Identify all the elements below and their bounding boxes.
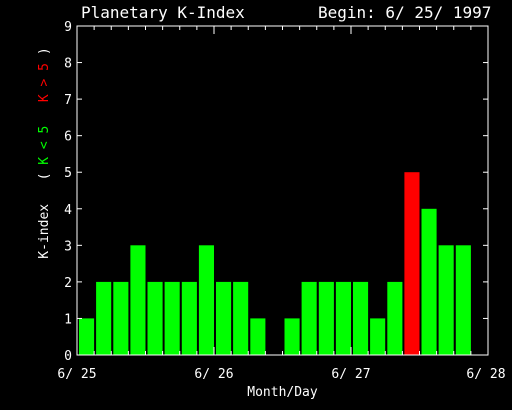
bar <box>421 208 437 355</box>
bar <box>113 281 129 355</box>
y-tick-label: 2 <box>64 276 72 291</box>
y-tick-label: 4 <box>64 203 72 218</box>
x-tick-label: 6/ 25 <box>57 367 96 382</box>
bar <box>233 281 249 355</box>
bar <box>164 281 180 355</box>
bar <box>250 318 266 355</box>
bar <box>79 318 95 355</box>
bar <box>353 281 369 355</box>
bar <box>130 245 146 355</box>
bar <box>387 281 403 355</box>
bar <box>370 318 386 355</box>
bar <box>335 281 351 355</box>
bar <box>198 245 214 355</box>
y-tick-label: 0 <box>64 349 72 364</box>
y-tick-label: 6 <box>64 130 72 145</box>
bar <box>301 281 317 355</box>
bar <box>96 281 112 355</box>
x-tick-label: 6/ 28 <box>466 367 505 382</box>
chart-title: Planetary K-Index <box>81 3 245 22</box>
y-tick-label: 1 <box>64 312 72 327</box>
bar <box>181 281 197 355</box>
x-tick-label: 6/ 26 <box>194 367 233 382</box>
y-tick-label: 8 <box>64 57 72 72</box>
begin-date: Begin: 6/ 25/ 1997 <box>318 3 492 22</box>
bar <box>318 281 334 355</box>
y-tick-label: 3 <box>64 239 72 254</box>
bar <box>284 318 300 355</box>
bar <box>404 172 420 355</box>
y-tick-label: 7 <box>64 93 72 108</box>
y-tick-label: 5 <box>64 166 72 181</box>
bar <box>216 281 232 355</box>
x-axis-label: Month/Day <box>247 385 318 400</box>
y-tick-label: 9 <box>64 20 72 35</box>
bar <box>147 281 163 355</box>
x-tick-label: 6/ 27 <box>331 367 370 382</box>
bar <box>455 245 471 355</box>
bar <box>438 245 454 355</box>
